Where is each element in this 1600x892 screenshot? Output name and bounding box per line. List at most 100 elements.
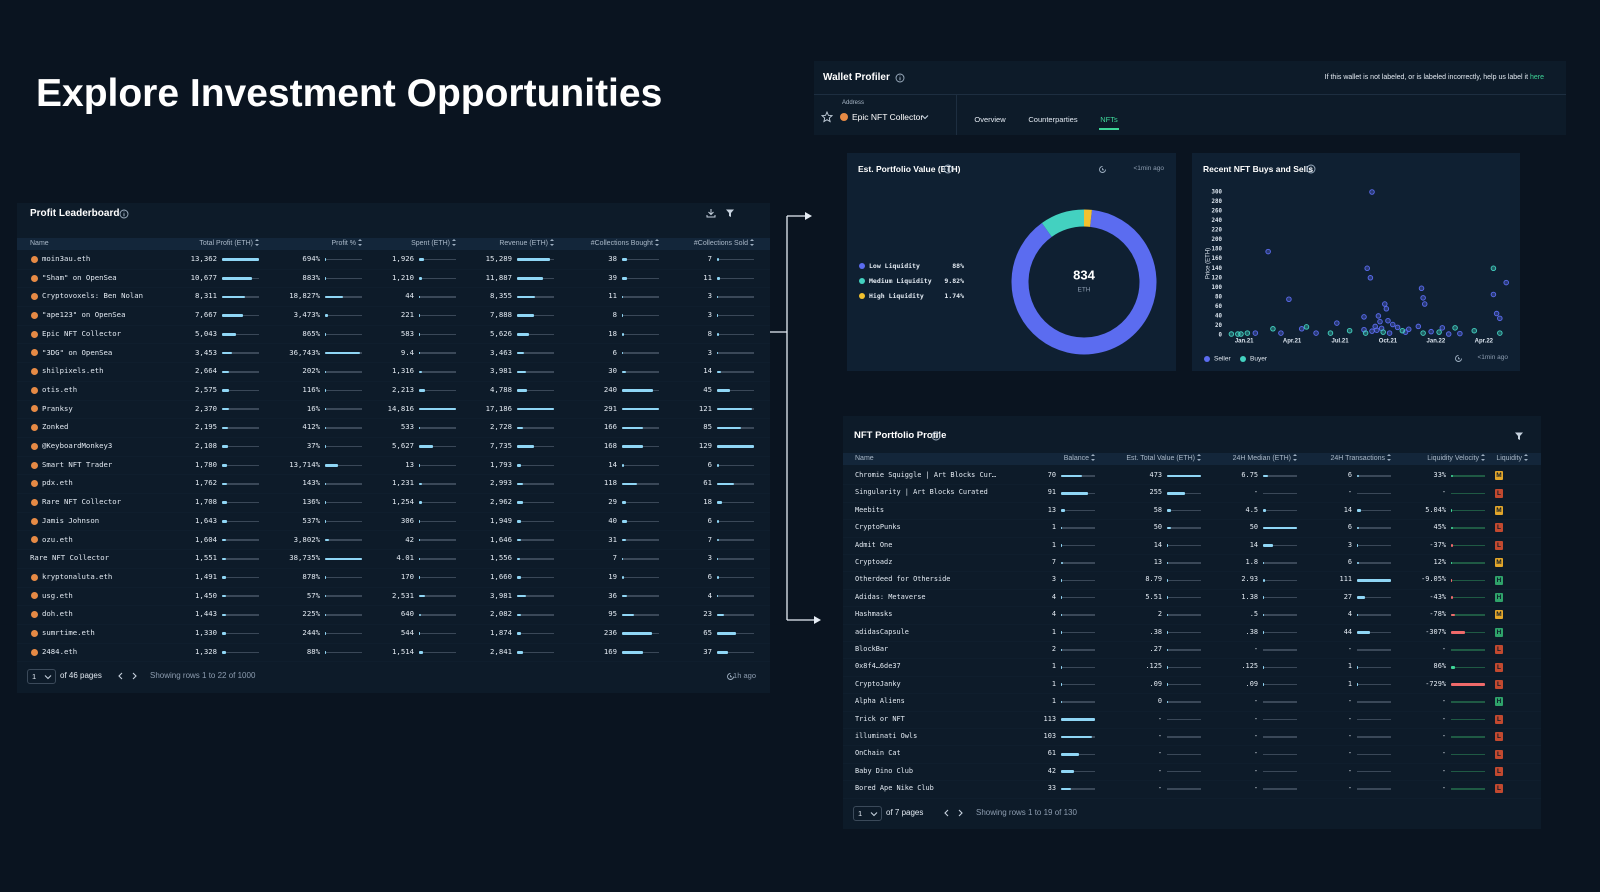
notice-link[interactable]: here bbox=[1529, 74, 1544, 81]
table-row[interactable]: shilpixels.eth 2,664 202% 1,316 3,981 30 14 bbox=[17, 362, 770, 382]
column-header[interactable]: Balance bbox=[965, 453, 1095, 465]
table-row[interactable]: Cryptovoxels: Ben Nolan 8,311 18,827% 44 8,3… bbox=[17, 287, 770, 308]
table-row[interactable]: Rare NFT Collector 1,708 136% 1,254 2,962 29 1… bbox=[17, 493, 770, 513]
next-page[interactable] bbox=[130, 672, 138, 680]
table-row[interactable]: pdx.eth 1,762 143% 1,231 2,993 118 61 bbox=[17, 474, 770, 495]
bar-track bbox=[1451, 562, 1485, 564]
table-row[interactable]: moin3au.eth 13,362 694% 1,926 15,289 38 7 bbox=[17, 250, 770, 270]
favorite-button[interactable] bbox=[821, 111, 833, 123]
table-row[interactable]: CryptoJanky 1 .09 .09 1 -729% L bbox=[843, 676, 1541, 695]
table-row[interactable]: BlockBar 2 .27 - - - L bbox=[843, 641, 1541, 660]
column-header[interactable]: Name bbox=[855, 455, 874, 462]
bar-track bbox=[325, 389, 362, 392]
table-row[interactable]: Cryptoadz 7 13 1.8 6 12% M bbox=[843, 554, 1541, 573]
table-row[interactable]: otis.eth 2,575 116% 2,213 4,788 240 45 bbox=[17, 381, 770, 401]
download-button[interactable] bbox=[706, 208, 716, 218]
info-ring bbox=[1306, 164, 1316, 174]
tab[interactable]: Overview bbox=[974, 115, 1006, 124]
address-chevron[interactable] bbox=[921, 113, 929, 121]
info-ring bbox=[119, 209, 129, 219]
table-row[interactable]: Singularity | Art Blocks Curated 91 255 - - -… bbox=[843, 484, 1541, 503]
table-row[interactable]: OnChain Cat 61 - - - - L bbox=[843, 745, 1541, 764]
table-row[interactable]: usg.eth 1,450 57% 2,531 3,981 36 4 bbox=[17, 587, 770, 607]
select-chevron[interactable] bbox=[870, 810, 878, 818]
bar bbox=[222, 407, 229, 411]
table-row[interactable]: 2484.eth 1,328 88% 1,514 2,841 169 37 bbox=[17, 643, 770, 663]
cell-value: - bbox=[1253, 784, 1258, 793]
column-header[interactable]: Est. Total Value (ETH) bbox=[1071, 453, 1201, 465]
table-row[interactable]: Trick or NFT 113 - - - - L bbox=[843, 711, 1541, 729]
table-row[interactable]: kryptonaluta.eth 1,491 878% 170 1,660 19 6 bbox=[17, 568, 770, 588]
table-row[interactable]: CryptoPunks 1 50 50 6 45% L bbox=[843, 519, 1541, 538]
filter-button[interactable] bbox=[1514, 431, 1524, 441]
avatar-icon bbox=[31, 442, 38, 450]
table-row[interactable]: "3DG" on OpenSea 3,453 36,743% 9.4 3,463 6 3 bbox=[17, 344, 770, 364]
bar-track bbox=[222, 371, 259, 373]
table-row[interactable]: Zonked 2,195 412% 533 2,728 166 85 bbox=[17, 418, 770, 438]
column-header[interactable]: Total Profit (ETH) bbox=[129, 238, 259, 250]
cell-value: - bbox=[1441, 784, 1446, 793]
table-row[interactable]: Adidas: Metaverse 4 5.51 1.38 27 -43% H bbox=[843, 589, 1541, 608]
bar-track bbox=[717, 314, 754, 317]
avatar-icon bbox=[31, 255, 38, 263]
table-row[interactable]: Baby Dino Club 42 - - - - L bbox=[843, 763, 1541, 782]
legend-value: 88% bbox=[952, 262, 964, 270]
table-row[interactable]: Meebits 13 58 4.5 14 5.04% M bbox=[843, 502, 1541, 521]
updated-time: <1min ago bbox=[1133, 165, 1164, 172]
cell-value: 17,186 bbox=[485, 403, 512, 413]
column-header[interactable]: Revenue (ETH) bbox=[424, 238, 554, 250]
table-row[interactable]: illuminati Owls 103 - - - - L bbox=[843, 728, 1541, 747]
table-row[interactable]: Bored Ape Nike Club 33 - - - - L bbox=[843, 780, 1541, 799]
address-name[interactable]: Epic NFT Collector bbox=[852, 112, 924, 122]
table-row[interactable]: Jamis Johnson 1,643 537% 306 1,949 40 6 bbox=[17, 512, 770, 532]
column-header[interactable]: #Collections Bought bbox=[529, 238, 659, 250]
scatter-point bbox=[1445, 331, 1452, 337]
table-row[interactable]: Alpha Aliens 1 0 - - - H bbox=[843, 693, 1541, 712]
table-row[interactable]: doh.eth 1,443 225% 640 2,082 95 23 bbox=[17, 605, 770, 625]
column-header[interactable]: Spent (ETH) bbox=[326, 238, 456, 250]
donut-segment bbox=[1041, 209, 1085, 238]
table-row[interactable]: ozu.eth 1,604 3,802% 42 1,646 31 7 bbox=[17, 531, 770, 551]
table-row[interactable]: Pranksy 2,370 16% 14,816 17,186 291 121 bbox=[17, 400, 770, 420]
legend-label: Medium Liquidity bbox=[869, 277, 932, 285]
table-row[interactable]: Chromie Squiggle | Art Blocks Cur… 70 473 6… bbox=[843, 467, 1541, 486]
select-chevron[interactable] bbox=[44, 673, 52, 681]
tab[interactable]: NFTs bbox=[1100, 115, 1118, 124]
cell-value: 1,231 bbox=[392, 478, 414, 488]
table-row[interactable]: "ape123" on OpenSea 7,667 3,473% 221 7,888 8 3 bbox=[17, 306, 770, 326]
prev-page-glyph bbox=[944, 809, 949, 817]
table-row[interactable]: Admit One 1 14 14 3 -37% L bbox=[843, 537, 1541, 555]
bar-track bbox=[1263, 718, 1297, 721]
table-row[interactable]: "Sham" on OpenSea 10,677 883% 1,210 11,887 39… bbox=[17, 269, 770, 289]
table-row[interactable]: Otherdeed for Otherside 3 8.79 2.93 111 -9.05… bbox=[843, 571, 1541, 590]
table-row[interactable]: sumrtime.eth 1,330 244% 544 1,874 236 65 bbox=[17, 624, 770, 644]
cell-value: 61 bbox=[703, 478, 712, 488]
column-header[interactable]: 24H Transactions bbox=[1261, 453, 1391, 465]
refresh-hand bbox=[1102, 168, 1104, 171]
column-header[interactable]: Profit % bbox=[232, 238, 362, 250]
prev-page[interactable] bbox=[943, 809, 951, 817]
column-header[interactable]: 24H Median (ETH) bbox=[1167, 453, 1297, 465]
table-row[interactable]: Epic NFT Collector 5,043 865% 583 5,626 18 8 bbox=[17, 325, 770, 345]
column-header[interactable]: Liquidity Velocity bbox=[1355, 453, 1485, 465]
cell-value: 88% bbox=[306, 646, 320, 656]
cell-value: 236 bbox=[603, 628, 617, 637]
table-row[interactable]: adidasCapsule 1 .38 .38 44 -307% H bbox=[843, 624, 1541, 642]
table-row[interactable]: Rare NFT Collector 1,551 38,735% 4.01 1,556 7… bbox=[17, 549, 770, 569]
column-header[interactable]: Name bbox=[30, 240, 49, 247]
table-row[interactable]: 0x8f4…6de37 1 .125 .125 1 86% L bbox=[843, 658, 1541, 677]
cell-value: 8 bbox=[612, 310, 617, 320]
filter-button[interactable] bbox=[725, 208, 735, 218]
tab[interactable]: Counterparties bbox=[1028, 115, 1078, 124]
column-header[interactable]: #Collections Sold bbox=[624, 238, 754, 250]
page-select[interactable]: 1 bbox=[27, 669, 56, 684]
scatter-point bbox=[1377, 318, 1383, 325]
page-select[interactable]: 1 bbox=[853, 806, 882, 821]
column-header[interactable]: Liquidity bbox=[1398, 453, 1528, 465]
bar bbox=[517, 613, 522, 617]
table-row[interactable]: @KeyboardMonkey3 2,108 37% 5,627 7,735 168 129 bbox=[17, 437, 770, 457]
next-page[interactable] bbox=[956, 809, 964, 817]
table-row[interactable]: Smart NFT Trader 1,780 13,714% 13 1,793 14 6 bbox=[17, 456, 770, 476]
prev-page[interactable] bbox=[117, 672, 125, 680]
table-row[interactable]: Hashmasks 4 2 .5 4 -78% M bbox=[843, 606, 1541, 625]
